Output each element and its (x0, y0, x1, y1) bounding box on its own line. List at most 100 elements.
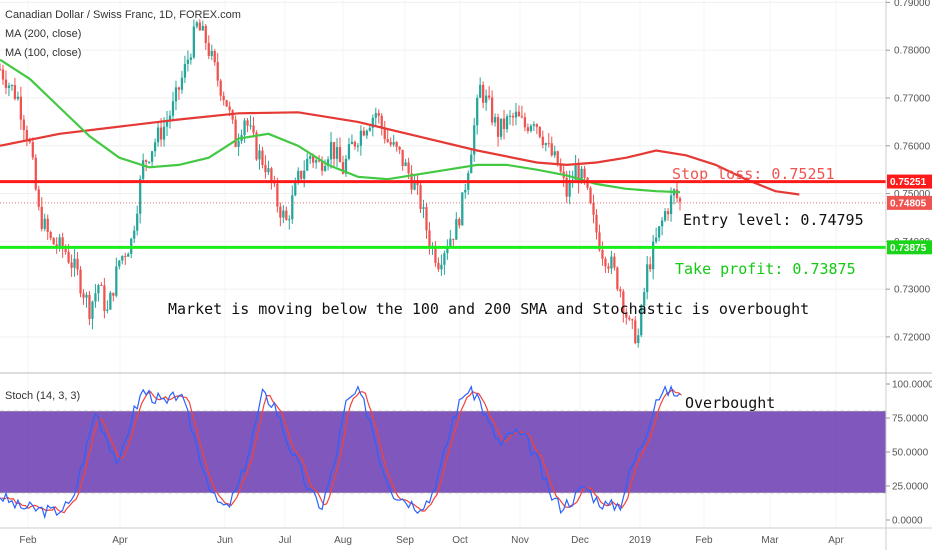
ma100-label: MA (100, close) (5, 47, 81, 59)
time-tick-label: Dec (571, 535, 589, 546)
candle-body (526, 127, 530, 132)
candle-body (213, 50, 216, 63)
candle-body (610, 256, 613, 269)
candle-body (303, 170, 306, 179)
candle-body (46, 218, 49, 232)
time-tick-label: Feb (19, 535, 37, 546)
candle-body (61, 237, 64, 250)
candle-body (40, 206, 43, 229)
candle-body (383, 127, 386, 140)
candle-body (377, 113, 380, 116)
candle-body (607, 266, 610, 269)
candle-body (249, 125, 252, 127)
candle-body (371, 117, 374, 128)
levels (0, 180, 886, 249)
overbought-annotation: Overbought (685, 394, 775, 412)
candle-body (183, 63, 187, 78)
candle-body (392, 142, 395, 145)
candle-body (592, 203, 595, 215)
candle-body (85, 294, 88, 298)
stoch-k-line (0, 384, 681, 520)
candle-body (359, 130, 363, 146)
candle-body (49, 231, 52, 239)
candle-body (508, 115, 512, 117)
candle-body (464, 189, 467, 193)
candle-body (446, 246, 449, 254)
candle-body (398, 146, 401, 150)
candle-body (485, 95, 488, 103)
candle-body (365, 130, 368, 136)
stoch-tick-label: 75.0000 (892, 414, 929, 425)
candle-body (100, 285, 103, 287)
candle-body (443, 253, 446, 265)
candle-body (309, 156, 312, 159)
candle-body (52, 238, 55, 245)
candle-body (237, 141, 240, 147)
candle-body (317, 160, 321, 162)
candle-body (58, 237, 61, 248)
candle-body (640, 305, 643, 336)
candle-body (505, 116, 509, 130)
candle-body (320, 161, 324, 171)
candle-body (150, 151, 154, 162)
time-tick-label: Sep (396, 535, 414, 546)
candle-body (255, 132, 258, 160)
candle-body (657, 226, 661, 238)
candle-body (97, 285, 100, 294)
candle-body (660, 220, 664, 227)
candle-body (559, 165, 562, 172)
candle-body (616, 267, 619, 290)
candle-body (207, 43, 210, 56)
candle-body (174, 87, 178, 102)
candle-body (94, 293, 97, 302)
price-tick-label: 0.77000 (894, 93, 931, 104)
price-label-box (887, 174, 932, 189)
ma100-line (0, 58, 681, 194)
candle-body (323, 165, 327, 171)
candle-body (434, 245, 437, 263)
candle-body (622, 291, 625, 313)
candle-body (347, 144, 351, 159)
candle-body (37, 189, 40, 207)
candle-body (628, 317, 631, 320)
candle-body (583, 168, 586, 178)
candle-body (145, 160, 148, 162)
candle-body (34, 157, 37, 190)
candle-body (103, 285, 106, 311)
candle-body (276, 183, 279, 207)
commentary-annotation: Market is moving below the 100 and 200 S… (168, 300, 809, 318)
candle-body (165, 121, 169, 127)
candle-body (413, 182, 416, 190)
stoch-title: Stoch (14, 3, 3) (5, 390, 80, 402)
time-tick-label: Nov (511, 535, 529, 546)
candle-body (666, 211, 670, 215)
time-tick-label: Jun (217, 535, 233, 546)
candle-body (332, 142, 336, 159)
time-tick-label: Apr (828, 535, 844, 546)
candle-body (0, 69, 2, 71)
price-tick-label: 0.72000 (894, 332, 931, 343)
candle-body (565, 177, 568, 197)
candle-body (139, 178, 142, 214)
candle-body (153, 142, 157, 152)
candle-body (389, 141, 392, 145)
stop-loss-annotation: Stop loss: 0.75251 (672, 165, 835, 183)
candle-body (625, 312, 628, 318)
candle-body (655, 237, 658, 242)
candle-body (180, 77, 184, 90)
candle-body (425, 207, 428, 231)
candle-body (652, 241, 655, 270)
candle-body (556, 151, 559, 166)
candle-body (204, 25, 207, 44)
candle-body (28, 140, 31, 143)
candle-body (404, 162, 407, 166)
candle-body (136, 213, 139, 231)
candle-body (649, 264, 652, 270)
candle-body (595, 214, 598, 233)
candle-body (198, 22, 201, 31)
candle-body (532, 124, 535, 126)
price-tick-label: 0.78000 (894, 46, 931, 57)
candle-body (258, 150, 261, 160)
candle-body (523, 117, 527, 128)
